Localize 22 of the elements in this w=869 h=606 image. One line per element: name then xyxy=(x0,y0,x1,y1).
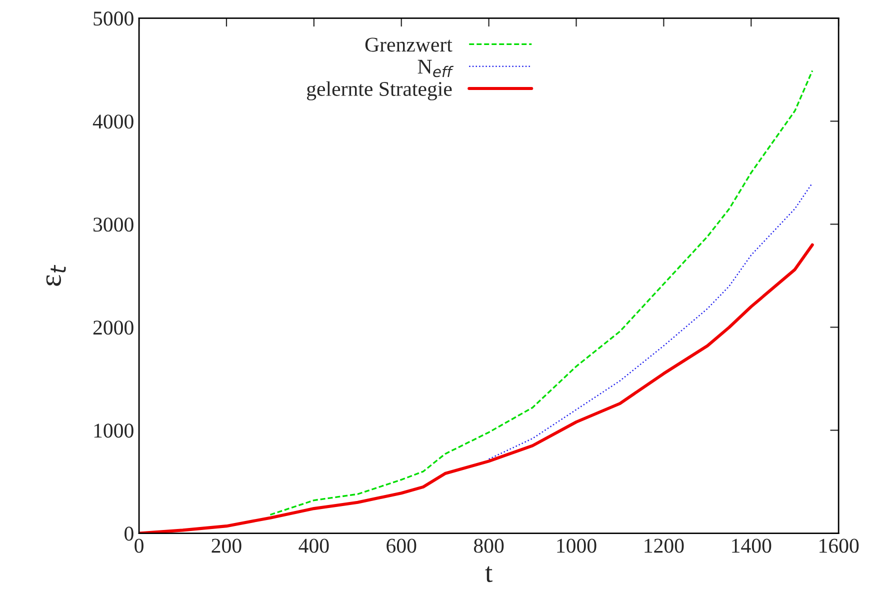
x-tick-label: 1400 xyxy=(732,538,772,553)
x-tick-label: 200 xyxy=(212,538,242,553)
x-axis-title: t xyxy=(485,566,493,582)
legend-label: Grenzwert xyxy=(365,38,452,52)
x-tick-label: 600 xyxy=(386,538,416,553)
y-tick-label: 2000 xyxy=(93,320,134,335)
x-tick-label: 400 xyxy=(298,538,329,553)
y-tick-label: 5000 xyxy=(94,12,134,26)
x-tick-label: 800 xyxy=(474,538,504,553)
legend-label: N$_{eff}$ xyxy=(418,60,454,78)
x-tick-label: 1200 xyxy=(644,538,684,553)
y-tick-label: 1000 xyxy=(94,424,134,438)
y-tick-label: 0 xyxy=(124,526,134,541)
y-axis-title: ε$_{t}$ xyxy=(46,264,66,286)
x-tick-label: 1000 xyxy=(557,538,596,553)
x-tick-label: 1600 xyxy=(820,538,859,553)
line-series xyxy=(139,243,814,534)
line-series xyxy=(488,182,813,460)
x-tick-label: 0 xyxy=(134,538,144,553)
y-tick-label: 4000 xyxy=(92,114,134,129)
y-tick-label: 3000 xyxy=(94,218,134,232)
legend-label: gelernte Strategie xyxy=(307,81,452,100)
